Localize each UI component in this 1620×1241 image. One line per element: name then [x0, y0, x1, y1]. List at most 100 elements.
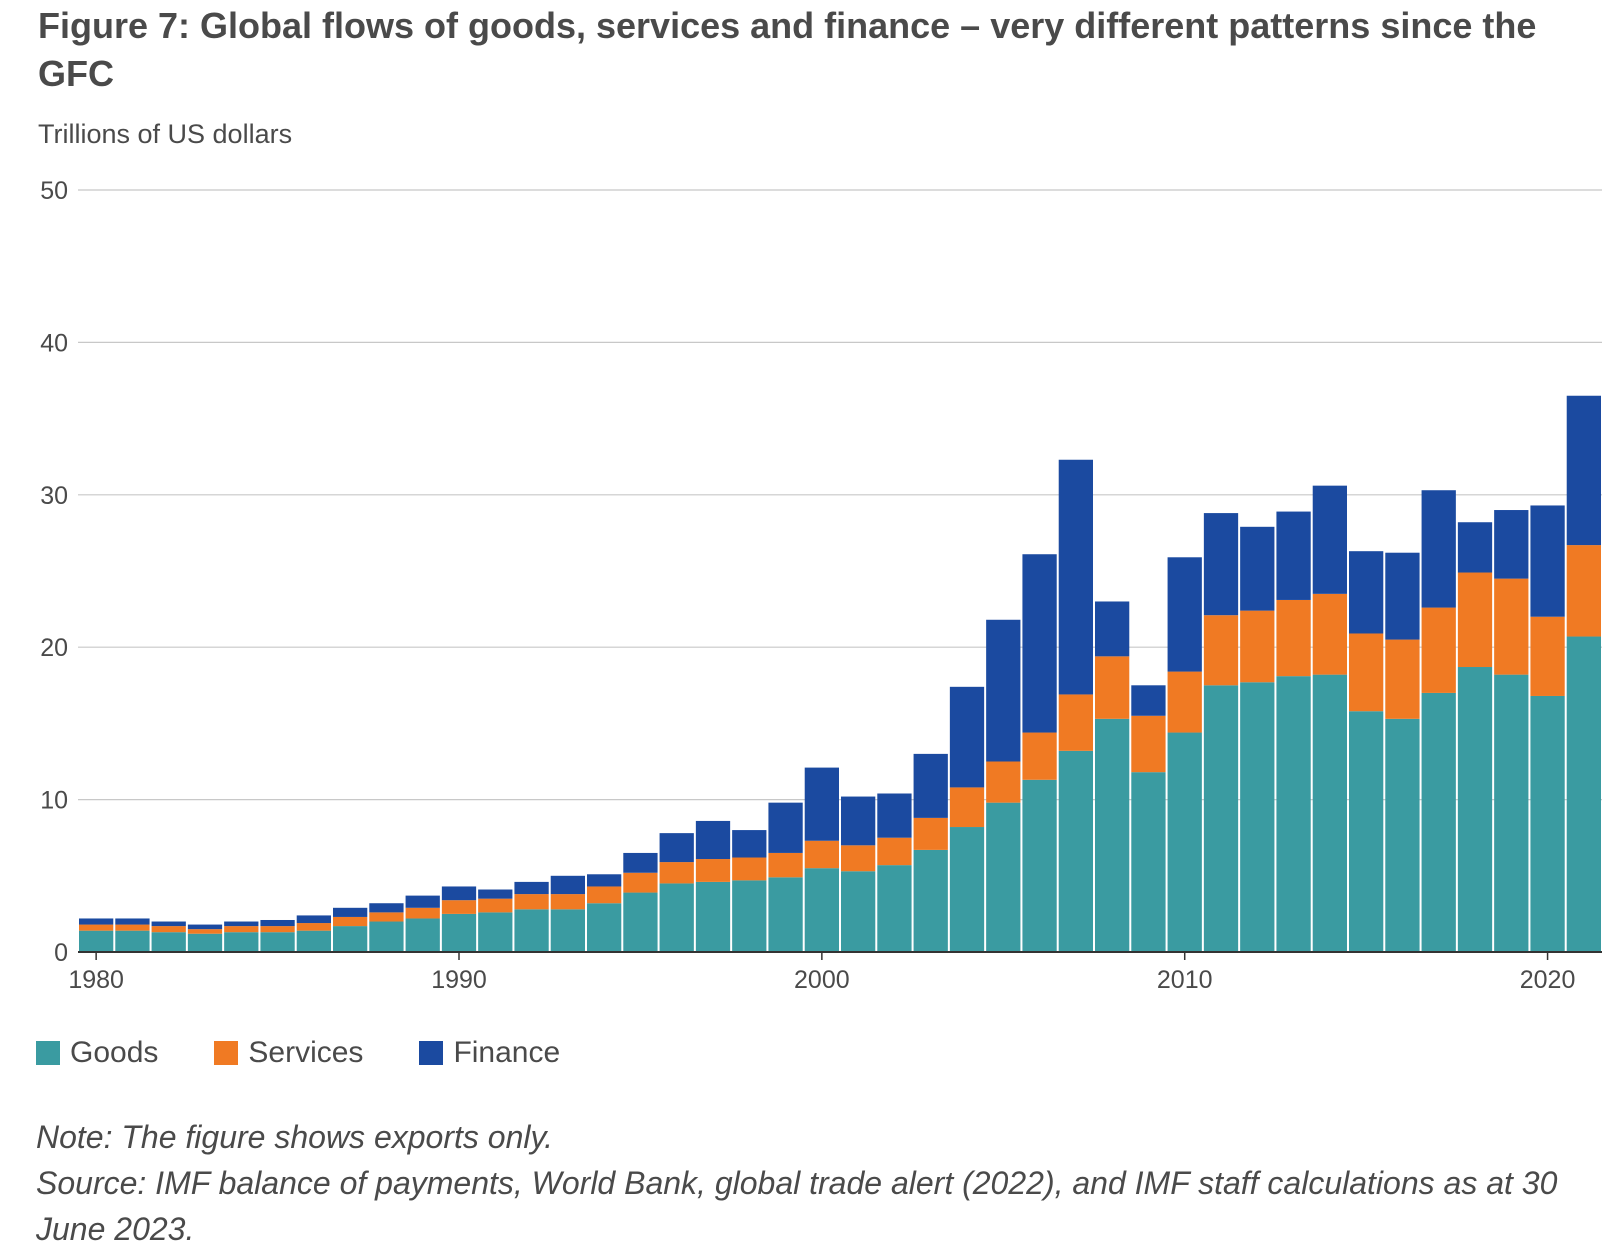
bar-goods-2004	[949, 827, 985, 952]
y-tick-label-0: 0	[54, 939, 68, 967]
bar-services-1989	[405, 907, 440, 919]
bar-services-1980	[79, 924, 114, 931]
bar-finance-1980	[79, 918, 114, 925]
bar-finance-2016	[1385, 552, 1420, 640]
bar-services-2003	[913, 817, 948, 850]
bar-finance-2008	[1095, 601, 1130, 657]
bar-goods-1999	[768, 877, 803, 952]
bar-services-2009	[1131, 715, 1166, 773]
legend: Goods Services Finance	[36, 1036, 616, 1070]
bar-services-2015	[1349, 633, 1384, 712]
bar-services-2010	[1167, 671, 1202, 733]
bar-services-2016	[1385, 639, 1420, 719]
x-tick-label-2020: 2020	[1520, 966, 1576, 994]
bar-finance-1998	[732, 830, 767, 858]
bar-services-2014	[1312, 593, 1347, 675]
bar-goods-2013	[1276, 676, 1311, 952]
bar-goods-1984	[224, 932, 259, 952]
legend-item-services: Services	[214, 1036, 363, 1070]
bar-finance-1989	[405, 895, 440, 908]
bar-finance-1991	[478, 889, 513, 899]
source-text: Source: IMF balance of payments, World B…	[36, 1165, 1558, 1241]
bar-finance-2007	[1058, 459, 1093, 695]
bar-services-2013	[1276, 599, 1311, 677]
bar-services-2001	[841, 845, 876, 872]
bar-goods-1983	[187, 933, 223, 952]
bar-goods-2005	[986, 802, 1021, 952]
gridlines	[78, 189, 1602, 801]
bar-goods-1997	[695, 881, 731, 952]
bar-goods-1996	[659, 883, 694, 952]
bar-goods-1988	[369, 921, 404, 952]
bar-services-1981	[115, 924, 150, 931]
bar-finance-1986	[296, 915, 331, 924]
bar-goods-1985	[260, 932, 295, 952]
bar-goods-2008	[1095, 718, 1130, 952]
bar-services-1985	[260, 926, 295, 933]
legend-item-finance: Finance	[419, 1036, 560, 1070]
bar-goods-2002	[877, 865, 912, 952]
bar-finance-2012	[1240, 526, 1275, 611]
bar-services-1983	[187, 929, 223, 934]
bar-finance-2019	[1494, 510, 1529, 579]
bar-goods-2010	[1167, 732, 1202, 952]
x-tick-label-2010: 2010	[1157, 966, 1213, 994]
bar-goods-2021	[1566, 636, 1601, 952]
bar-services-2008	[1095, 656, 1130, 719]
bar-goods-1995	[623, 892, 658, 952]
x-tick-label-2000: 2000	[794, 966, 850, 994]
bar-services-1997	[695, 859, 731, 882]
bar-services-1991	[478, 898, 513, 913]
bar-finance-2020	[1530, 505, 1565, 617]
bar-services-2007	[1058, 694, 1093, 751]
bar-goods-1990	[441, 913, 477, 952]
bar-goods-1989	[405, 918, 440, 952]
legend-label-goods: Goods	[70, 1036, 159, 1069]
legend-swatch-services	[214, 1041, 239, 1065]
bar-goods-2012	[1240, 682, 1275, 952]
bar-goods-2003	[913, 849, 948, 952]
bar-services-2005	[986, 761, 1021, 803]
bar-goods-2017	[1421, 692, 1456, 952]
bar-goods-1981	[115, 930, 150, 952]
bar-goods-2016	[1385, 718, 1420, 952]
bar-finance-1988	[369, 903, 404, 913]
bar-finance-2021	[1566, 395, 1601, 546]
note-text: Note: The figure shows exports only.	[36, 1119, 553, 1155]
bar-services-1986	[296, 923, 331, 931]
bar-finance-1994	[587, 874, 622, 887]
bar-finance-2009	[1131, 685, 1166, 716]
bar-goods-1993	[550, 909, 585, 952]
bar-finance-2015	[1349, 551, 1384, 634]
bar-services-1984	[224, 926, 259, 933]
legend-label-finance: Finance	[453, 1036, 561, 1069]
bar-finance-2002	[877, 793, 912, 838]
bar-goods-2006	[1022, 779, 1057, 952]
bar-services-1994	[587, 886, 622, 904]
bar-services-1990	[441, 900, 477, 914]
bar-finance-1992	[514, 881, 549, 895]
bar-services-2011	[1203, 615, 1239, 686]
bar-finance-2003	[913, 753, 948, 818]
bar-goods-2020	[1530, 695, 1565, 952]
bar-goods-2014	[1312, 674, 1347, 952]
bar-goods-1998	[732, 880, 767, 952]
bar-services-2019	[1494, 578, 1529, 675]
bar-goods-2007	[1058, 750, 1093, 952]
bar-goods-1992	[514, 909, 549, 952]
bar-services-2017	[1421, 607, 1456, 693]
bar-services-1998	[732, 857, 767, 881]
axes: 0 10 20 30 40 50 1980 1990 2000 2010 2020	[40, 177, 1602, 994]
bar-finance-2001	[841, 796, 876, 846]
bar-services-2021	[1566, 545, 1601, 637]
bar-goods-1982	[151, 932, 186, 952]
bar-finance-1995	[623, 852, 658, 873]
y-tick-label-20: 20	[40, 634, 68, 662]
bar-goods-2015	[1349, 711, 1384, 952]
bar-finance-2005	[986, 619, 1021, 762]
bar-goods-1986	[296, 930, 331, 952]
bar-finance-2017	[1421, 490, 1456, 608]
bar-services-1992	[514, 894, 549, 910]
bar-services-2018	[1457, 572, 1493, 668]
y-tick-label-30: 30	[40, 482, 68, 510]
